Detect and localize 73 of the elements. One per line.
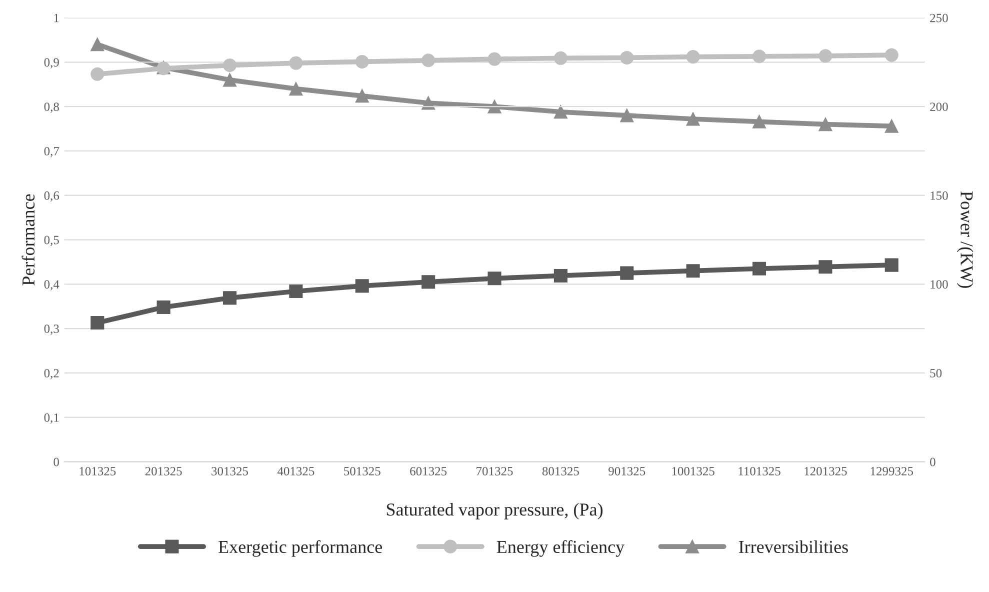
point (818, 118, 832, 132)
x-tick-label: 1001325 (672, 466, 714, 476)
legend-label: Energy efficiency (496, 540, 624, 557)
y-tick-label: 0,2 (44, 368, 59, 380)
point (289, 56, 303, 70)
point (686, 264, 700, 278)
point (818, 260, 832, 274)
point (289, 82, 303, 96)
x-axis-title: Saturated vapor pressure, (Pa) (386, 502, 602, 520)
y2-tick-label: 150 (930, 191, 948, 200)
point (686, 50, 700, 64)
y2-tick-label: 50 (930, 368, 942, 378)
x-tick-label: 301325 (212, 466, 248, 476)
y2-tick-label: 250 (930, 14, 948, 22)
y2-tick-label: 200 (930, 102, 948, 112)
x-tick-label: 501325 (344, 466, 380, 476)
point (355, 279, 369, 293)
point (156, 300, 170, 314)
legend-label: Exergetic performance (218, 540, 382, 557)
point (554, 51, 568, 65)
y-tick-label: 0,8 (44, 102, 59, 113)
y2-tick-label: 100 (930, 280, 948, 289)
point (620, 266, 634, 280)
y-tick-label: 0,1 (44, 413, 59, 424)
point (620, 50, 634, 64)
point (488, 52, 502, 66)
y2-tick-label: 0 (930, 458, 936, 466)
x-tick-label: 801325 (542, 466, 579, 476)
point (355, 54, 369, 68)
y-tick-label: 1 (54, 14, 59, 22)
x-tick-label: 1201325 (804, 466, 847, 476)
point (686, 112, 700, 126)
point (422, 275, 436, 289)
point (355, 89, 369, 103)
x-tick-label: 901325 (608, 466, 646, 476)
point (289, 284, 303, 298)
point (884, 119, 898, 133)
point (90, 316, 104, 330)
point (554, 268, 568, 282)
point (422, 96, 436, 110)
point (90, 67, 104, 81)
x-tick-label: 701325 (476, 466, 513, 476)
point (222, 73, 237, 87)
x-tick-label: 601325 (410, 466, 447, 476)
point (222, 58, 237, 72)
point (818, 49, 832, 63)
point (752, 50, 766, 64)
y-tick-label: 0,3 (44, 324, 59, 335)
y-axis-title: Performance (22, 194, 35, 286)
y-tick-label: 0,7 (44, 146, 60, 158)
point (884, 258, 898, 272)
x-tick-label: 201325 (145, 466, 182, 476)
x-tick-label: 1299325 (870, 467, 914, 476)
point (620, 108, 634, 122)
legend-label: Irreversibilities (738, 540, 848, 554)
point (488, 272, 502, 286)
y-tick-label: 0 (54, 458, 59, 466)
point (222, 291, 237, 305)
x-tick-label: 1101325 (738, 466, 780, 476)
point (554, 105, 568, 119)
y2-axis-title: Power /(KW) (956, 191, 974, 288)
point (884, 48, 898, 62)
x-tick-label: 401325 (277, 466, 314, 476)
y-tick-label: 0,4 (44, 280, 60, 290)
y-tick-label: 0,6 (44, 191, 60, 202)
point (422, 54, 436, 68)
point (752, 262, 766, 276)
point (90, 38, 104, 52)
point (488, 100, 502, 114)
y-tick-label: 0,5 (44, 236, 59, 246)
x-tick-label: 101325 (80, 466, 116, 476)
y-tick-label: 0,9 (44, 58, 59, 68)
point (752, 114, 766, 128)
